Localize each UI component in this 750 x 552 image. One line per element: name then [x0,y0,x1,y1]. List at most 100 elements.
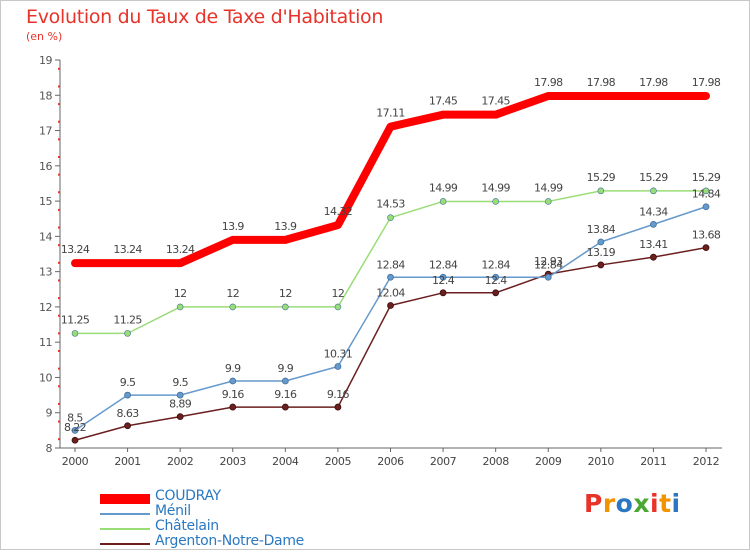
data-label-1: 12.84 [481,258,510,271]
data-label-0: 13.24 [113,243,142,256]
logo-letter: r [602,489,616,518]
units-label: (en %) [26,30,63,43]
data-label-2: 12 [332,287,345,300]
data-label-3: 12.4 [432,274,455,287]
series-point-2 [124,330,131,337]
logo-letter: i [650,489,660,518]
data-label-3: 9.16 [222,388,245,401]
legend-swatch [100,528,150,530]
logo-letter: i [671,489,681,518]
y-minor-tick [58,385,60,388]
x-tick-label: 2003 [220,455,247,468]
y-minor-tick [58,279,60,282]
series-point-2 [544,198,552,205]
series-point-2 [334,303,342,311]
y-minor-tick [58,367,60,370]
series-point-2 [71,330,79,337]
y-tick-label: 13 [39,266,52,279]
data-label-2: 14.99 [534,181,563,194]
data-label-2: 12 [174,287,187,300]
series-point-3 [387,302,394,309]
data-label-1: 9.9 [277,362,293,375]
x-tick-label: 2011 [640,455,666,468]
y-tick-label: 19 [39,54,52,67]
data-label-1: 10.31 [324,348,353,361]
data-label-3: 9.16 [274,388,297,401]
x-tick-label: 2012 [693,455,719,468]
data-label-3: 12.93 [534,255,563,268]
data-label-1: 9.5 [120,376,136,389]
proxiti-logo: Proxiti [584,489,681,518]
y-minor-tick [58,156,60,158]
data-label-2: 14.99 [429,181,458,194]
data-label-1: 14.84 [692,188,721,201]
y-tick-label: 9 [46,407,53,420]
y-minor-tick [58,402,60,405]
series-point-3 [702,244,710,252]
y-minor-tick [58,85,60,88]
y-minor-tick [58,191,60,194]
y-minor-tick [58,208,60,211]
series-point-3 [597,261,605,269]
series-point-1 [334,363,342,370]
series-point-1 [597,238,605,246]
series-point-3 [176,413,184,421]
data-label-1: 12.84 [534,258,563,271]
y-minor-tick [58,244,60,247]
chart-title: Evolution du Taux de Taxe d'Habitation [26,6,384,28]
data-label-2: 11.25 [61,313,90,326]
data-label-1: 8.5 [67,411,83,424]
data-label-2: 15.29 [692,171,721,184]
y-minor-tick [58,67,60,70]
y-minor-tick [58,138,60,141]
data-label-2: 12 [226,287,239,300]
x-tick-label: 2010 [588,455,615,468]
legend-label: Argenton-Notre-Dame [155,533,304,549]
series-point-1 [387,273,394,281]
y-tick-label: 11 [39,336,52,349]
data-label-2: 14.99 [481,181,510,194]
y-minor-tick [58,332,60,335]
x-tick-label: 2006 [377,455,404,468]
series-point-2 [439,198,447,205]
x-tick-label: 2001 [114,455,140,468]
y-tick-label: 17 [39,125,52,138]
data-label-3: 8.63 [117,407,140,420]
y-minor-tick [58,120,60,123]
data-label-1: 12.84 [376,258,405,271]
data-label-1: 13.84 [587,223,616,236]
data-label-0: 17.11 [376,107,405,120]
series-point-3 [439,289,447,297]
series-point-1 [439,273,447,281]
series-point-3 [229,403,237,411]
series-point-3 [650,253,657,261]
y-tick-label: 15 [39,195,52,208]
logo-letter: t [659,489,672,518]
data-label-0: 13.24 [61,243,90,256]
series-point-1 [281,377,289,385]
y-tick-label: 8 [46,442,53,455]
y-tick-label: 12 [39,301,52,314]
data-label-3: 9.16 [327,388,350,401]
x-tick-label: 2009 [535,455,562,468]
series-point-1 [71,426,79,434]
y-tick-label: 16 [39,160,52,173]
data-label-0: 13.9 [274,220,297,233]
series-point-2 [650,187,657,195]
series-point-1 [229,377,237,385]
y-minor-tick [58,261,60,264]
y-minor-tick [58,173,60,176]
y-minor-tick [58,226,60,229]
data-label-3: 12.4 [485,274,508,287]
x-tick-label: 2008 [482,455,509,468]
data-label-0: 17.98 [692,76,721,89]
series-point-2 [176,303,184,311]
series-point-1 [650,220,657,228]
data-label-0: 14.32 [324,205,353,218]
legend-swatch [100,543,150,545]
x-tick-label: 2004 [272,455,299,468]
y-minor-tick [58,350,60,352]
legend-label: COUDRAY [155,488,221,504]
series-point-1 [176,391,184,399]
